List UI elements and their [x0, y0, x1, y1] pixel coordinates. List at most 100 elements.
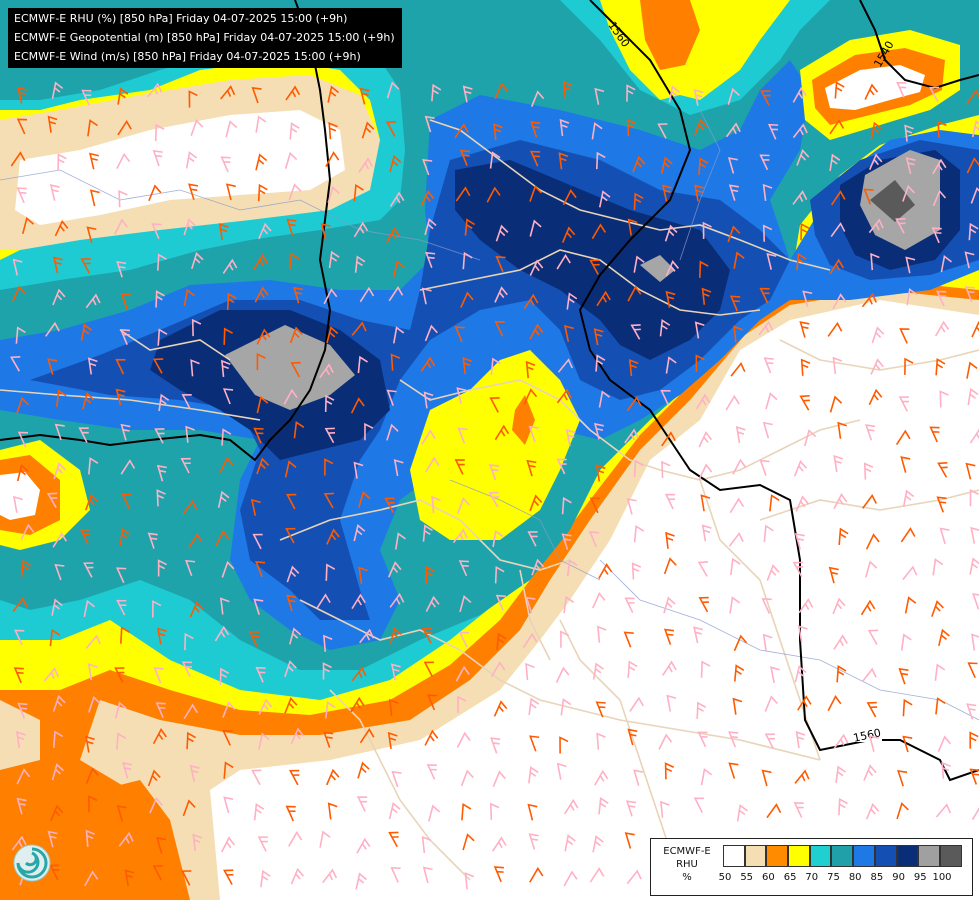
wind-barb: [184, 632, 194, 651]
legend-swatch: [831, 845, 854, 867]
wind-barb: [421, 627, 433, 644]
wind-barb: [935, 697, 946, 715]
wind-barb: [556, 458, 567, 475]
wind-barb: [492, 836, 507, 852]
wind-barb: [119, 527, 131, 546]
wind-barb: [286, 594, 297, 612]
wind-barb: [181, 661, 193, 678]
wind-barb: [324, 701, 336, 719]
wind-barb: [727, 225, 741, 243]
wind-barb: [804, 429, 817, 447]
wind-barb: [490, 357, 501, 375]
legend-swatch: [896, 845, 919, 867]
wind-barb: [835, 765, 847, 783]
wind-barb: [725, 394, 740, 411]
wind-barb: [223, 869, 234, 885]
wind-barb: [529, 494, 543, 512]
wind-barb: [156, 489, 166, 507]
wind-barb: [114, 218, 128, 235]
wind-barb: [964, 251, 975, 269]
wind-barb: [253, 598, 264, 616]
wind-barb: [116, 732, 127, 750]
wind-barb: [494, 286, 508, 303]
wind-barb: [489, 151, 501, 169]
wind-barb: [9, 355, 21, 372]
wind-barb: [493, 866, 504, 883]
wind-barb: [85, 735, 95, 753]
wind-barb: [151, 600, 162, 618]
wind-barb: [761, 769, 772, 787]
wind-barb: [357, 761, 370, 779]
wind-barb: [425, 595, 440, 612]
wind-barb: [868, 153, 883, 170]
wind-barb: [902, 184, 916, 202]
wind-barb: [589, 867, 605, 883]
wind-barb: [665, 290, 676, 308]
wind-barb: [867, 629, 879, 646]
wind-barb: [829, 153, 841, 172]
wind-barb: [934, 320, 950, 337]
wind-barb: [289, 122, 300, 140]
wind-barb: [730, 557, 741, 576]
wind-barb: [316, 593, 331, 609]
wind-barb: [46, 492, 58, 509]
wind-barb: [868, 735, 879, 752]
wind-barb: [458, 560, 470, 577]
wind-barb: [934, 663, 946, 681]
wind-barb: [257, 183, 268, 202]
wind-barb: [733, 251, 745, 269]
wind-barb: [290, 361, 301, 378]
wind-barb: [935, 803, 952, 818]
wind-barb: [391, 770, 402, 788]
wind-barb: [529, 735, 540, 752]
wind-barb: [16, 730, 26, 749]
wind-barb: [792, 561, 804, 578]
wind-barb: [939, 527, 950, 545]
wind-barb: [762, 224, 773, 242]
wind-barb: [588, 531, 600, 548]
wind-barb: [937, 735, 952, 752]
wind-barb: [320, 223, 331, 240]
wind-barb: [15, 326, 26, 344]
wind-barb: [736, 804, 748, 822]
wind-barb: [388, 286, 404, 302]
legend: ECMWF-E RHU % 50 55 60 65 70 75 80 85 90 95 100: [650, 838, 973, 896]
wind-barb: [462, 833, 475, 851]
wind-barb: [22, 216, 35, 234]
wind-barb: [255, 153, 268, 171]
wind-barb: [81, 89, 92, 106]
wind-barb: [119, 328, 130, 345]
wind-barb: [491, 661, 506, 677]
wind-barb: [525, 360, 536, 379]
wind-barb: [17, 702, 28, 719]
legend-tick-label: 95: [913, 872, 927, 883]
wind-barb: [561, 226, 576, 243]
wind-barb: [464, 872, 475, 890]
wind-barb: [833, 634, 848, 650]
wind-barb: [392, 260, 405, 278]
wind-barb: [426, 764, 437, 780]
wind-barb: [457, 427, 468, 444]
wind-barb: [525, 596, 536, 614]
wind-barb: [152, 865, 163, 881]
legend-tick-label: 55: [740, 872, 754, 883]
wind-barb: [626, 396, 642, 412]
wind-barb: [323, 731, 334, 748]
wind-barb: [931, 600, 944, 617]
wind-barb: [701, 287, 712, 305]
wind-barb: [85, 829, 96, 847]
wind-barb: [284, 696, 298, 714]
wind-barb: [191, 318, 202, 337]
wind-barb: [45, 321, 60, 337]
legend-title: ECMWF-E RHU %: [655, 845, 719, 884]
wind-barb: [16, 464, 29, 482]
wind-barb: [870, 252, 880, 271]
wind-barb: [561, 533, 572, 550]
wind-barb: [700, 768, 713, 786]
legend-title-line2: RHU: [676, 859, 698, 870]
wind-barb: [156, 464, 167, 482]
wind-barb: [52, 532, 67, 548]
wind-barb: [971, 633, 979, 651]
wind-barb: [693, 797, 704, 813]
wind-barb: [827, 695, 842, 712]
